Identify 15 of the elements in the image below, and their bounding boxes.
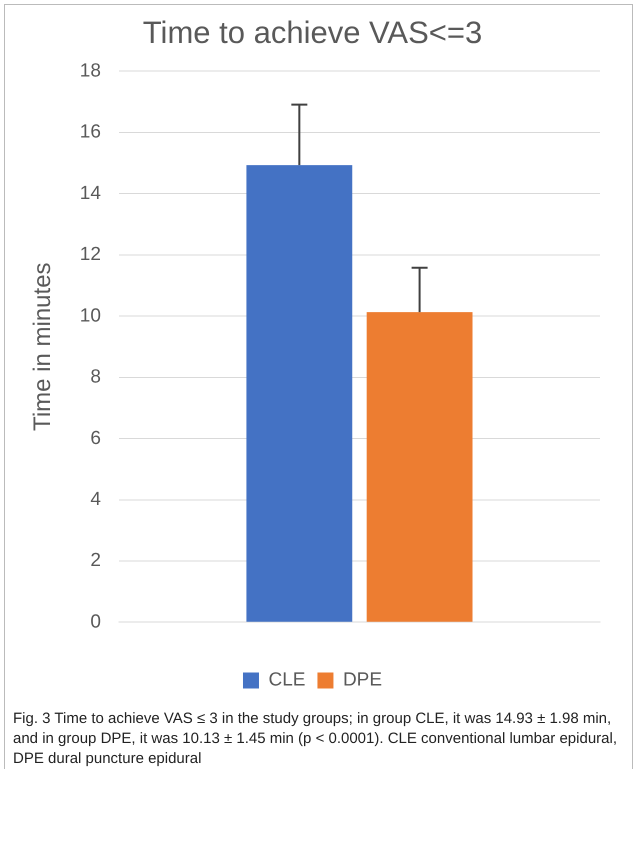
y-tick-label: 8 (90, 366, 101, 388)
caption: Fig. 3 Time to achieve VAS ≤ 3 in the study groups; in group CLE, it was 14.93 ± 1.98 min, and in group DPE, it was 10.13 ± 1.45 min (p < 0.0001). CLE conventional lumbar epidural, DPE dural puncture epidural (13, 709, 618, 769)
y-tick-label: 12 (80, 244, 101, 266)
y-tick-label: 14 (80, 182, 102, 204)
y-tick-label: 16 (80, 122, 101, 143)
y-tick-label: 0 (90, 611, 101, 632)
y-tick-label: 4 (90, 488, 102, 510)
legend-label: CLE (268, 670, 306, 691)
y-tick-label: 18 (80, 60, 101, 82)
chart-title: Time to achieve VAS<=3 (142, 15, 482, 50)
y-tick-label: 6 (90, 428, 101, 449)
legend-label: DPE (342, 670, 382, 691)
y-tick-label: 2 (90, 550, 101, 572)
y-axis-title: Time in minutes (29, 262, 56, 431)
y-tick-label: 10 (80, 305, 101, 326)
